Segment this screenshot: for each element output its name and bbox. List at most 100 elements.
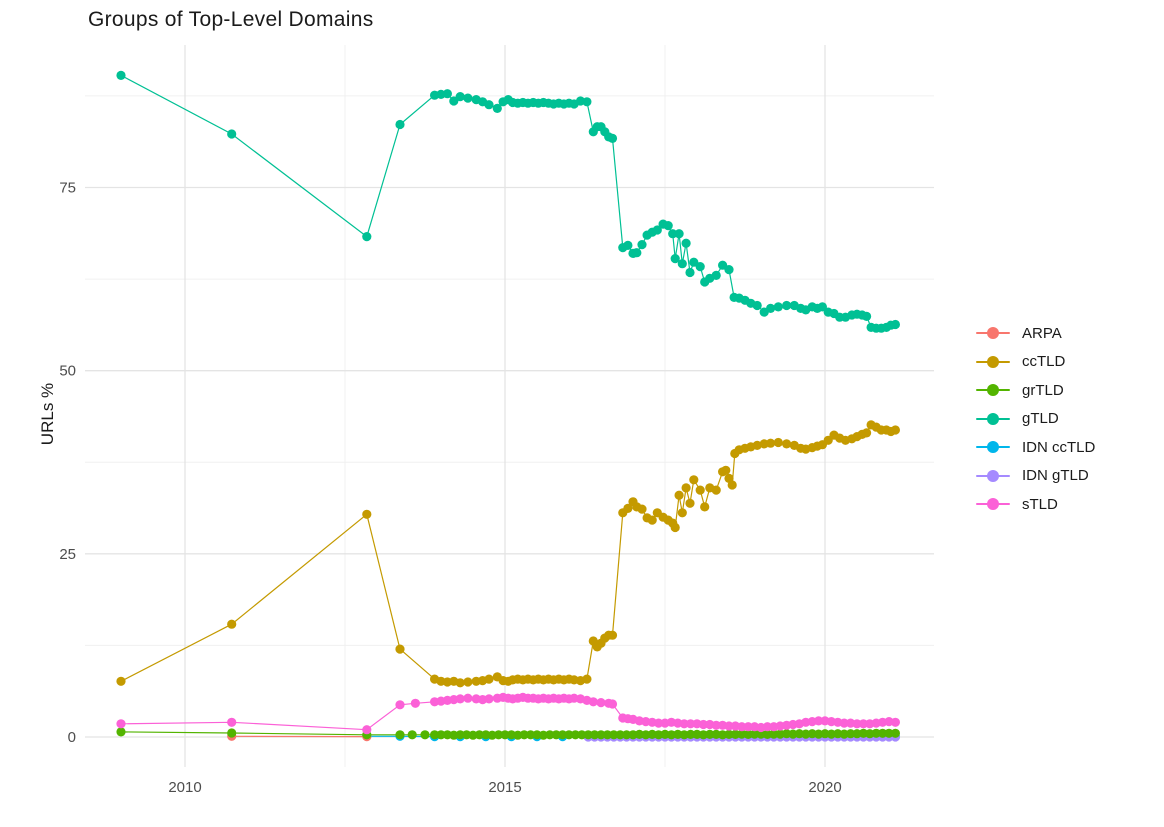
data-point-grtld xyxy=(615,730,625,740)
data-point-cctld xyxy=(752,440,762,450)
data-point-gtld xyxy=(395,119,405,130)
data-point-grtld xyxy=(890,728,901,738)
data-point-gtld xyxy=(681,238,691,248)
legend-item-cctld: ccTLD xyxy=(976,348,1095,377)
chart-title: Groups of Top-Level Domains xyxy=(88,8,374,31)
data-point-grtld xyxy=(395,730,405,740)
legend-label: sTLD xyxy=(1022,495,1058,513)
legend-key-icon xyxy=(976,355,1010,369)
axis-tick-labels: 0 25 50 75 2010 2015 2020 xyxy=(59,179,841,796)
y-tick-label: 0 xyxy=(68,729,76,746)
x-tick-label: 2020 xyxy=(808,779,841,796)
legend-key-icon xyxy=(976,326,1010,340)
data-point-gtld xyxy=(637,240,647,250)
data-point-gtld xyxy=(582,97,592,107)
data-point-grtld xyxy=(622,730,632,740)
data-point-gtld xyxy=(449,96,459,106)
data-point-grtld xyxy=(545,730,555,740)
data-point-stld xyxy=(890,717,901,727)
series-grtld xyxy=(116,727,901,740)
data-point-gtld xyxy=(689,257,699,267)
y-tick-label: 25 xyxy=(59,546,76,563)
y-tick-label: 75 xyxy=(59,179,76,196)
data-point-cctld xyxy=(674,490,684,500)
data-point-grtld xyxy=(609,730,619,740)
data-point-gtld xyxy=(890,319,901,330)
data-point-grtld xyxy=(116,727,126,737)
data-point-stld xyxy=(362,725,372,735)
data-point-gtld xyxy=(670,254,680,264)
data-point-grtld xyxy=(494,730,504,740)
legend-label: ccTLD xyxy=(1022,353,1066,371)
data-point-grtld xyxy=(871,728,881,738)
data-point-cctld xyxy=(670,522,680,533)
chart-legend: ARPA ccTLD grTLD gTLD IDN ccTLD IDN gTLD… xyxy=(976,319,1095,519)
data-point-gtld xyxy=(632,248,642,258)
data-point-cctld xyxy=(582,674,592,684)
data-point-gtld xyxy=(862,311,872,321)
data-point-gtld xyxy=(752,300,762,311)
data-point-cctld xyxy=(681,483,691,493)
series-line-gtld xyxy=(120,74,896,329)
gridlines-minor xyxy=(85,45,934,767)
data-point-cctld xyxy=(890,425,901,435)
data-point-cctld xyxy=(484,674,494,684)
data-point-cctld xyxy=(395,644,405,654)
data-point-gtld xyxy=(442,89,452,99)
data-point-gtld xyxy=(492,103,502,113)
data-point-grtld xyxy=(227,728,237,738)
data-point-grtld xyxy=(455,730,465,740)
data-point-grtld xyxy=(436,730,446,740)
data-point-stld xyxy=(410,698,420,708)
gridlines-major xyxy=(85,45,934,767)
data-point-cctld xyxy=(647,515,657,525)
data-point-stld xyxy=(743,722,753,732)
data-point-gtld xyxy=(484,100,494,110)
data-point-stld xyxy=(679,719,689,729)
y-tick-label: 50 xyxy=(59,363,76,380)
legend-label: grTLD xyxy=(1022,381,1064,399)
data-point-grtld xyxy=(724,729,734,740)
series-stld xyxy=(116,692,901,735)
legend-label: IDN gTLD xyxy=(1022,467,1089,485)
data-point-gtld xyxy=(623,240,633,250)
data-point-stld xyxy=(395,700,405,710)
data-point-gtld xyxy=(362,232,372,242)
data-point-cctld xyxy=(362,509,372,519)
data-point-grtld xyxy=(846,729,856,739)
legend-item-arpa: ARPA xyxy=(976,319,1095,348)
legend-label: IDN ccTLD xyxy=(1022,438,1096,456)
data-point-grtld xyxy=(430,730,440,740)
data-point-cctld xyxy=(711,485,721,495)
data-point-grtld xyxy=(526,730,536,740)
legend-key-icon xyxy=(976,383,1010,397)
data-point-stld xyxy=(596,698,606,708)
data-point-stld xyxy=(737,722,747,732)
data-point-cctld xyxy=(766,438,776,448)
data-point-stld xyxy=(852,719,862,729)
data-point-stld xyxy=(484,694,494,704)
data-point-grtld xyxy=(407,730,417,740)
data-point-grtld xyxy=(564,730,574,740)
data-point-gtld xyxy=(455,92,465,102)
data-point-cctld xyxy=(695,485,705,495)
data-point-gtld xyxy=(773,302,783,312)
data-point-grtld xyxy=(705,729,715,740)
data-point-cctld xyxy=(677,508,687,518)
data-point-grtld xyxy=(750,729,760,739)
legend-label: ARPA xyxy=(1022,324,1062,342)
legend-key-icon xyxy=(976,497,1010,511)
data-point-gtld xyxy=(711,270,721,280)
data-point-gtld xyxy=(607,133,618,143)
data-point-grtld xyxy=(596,730,606,740)
data-point-grtld xyxy=(558,730,568,740)
series-cctld xyxy=(116,420,901,688)
data-point-grtld xyxy=(884,728,894,738)
data-point-stld xyxy=(116,719,126,729)
data-point-cctld xyxy=(463,677,473,687)
data-point-grtld xyxy=(878,728,888,738)
data-point-grtld xyxy=(583,730,593,740)
data-point-cctld xyxy=(721,465,731,475)
